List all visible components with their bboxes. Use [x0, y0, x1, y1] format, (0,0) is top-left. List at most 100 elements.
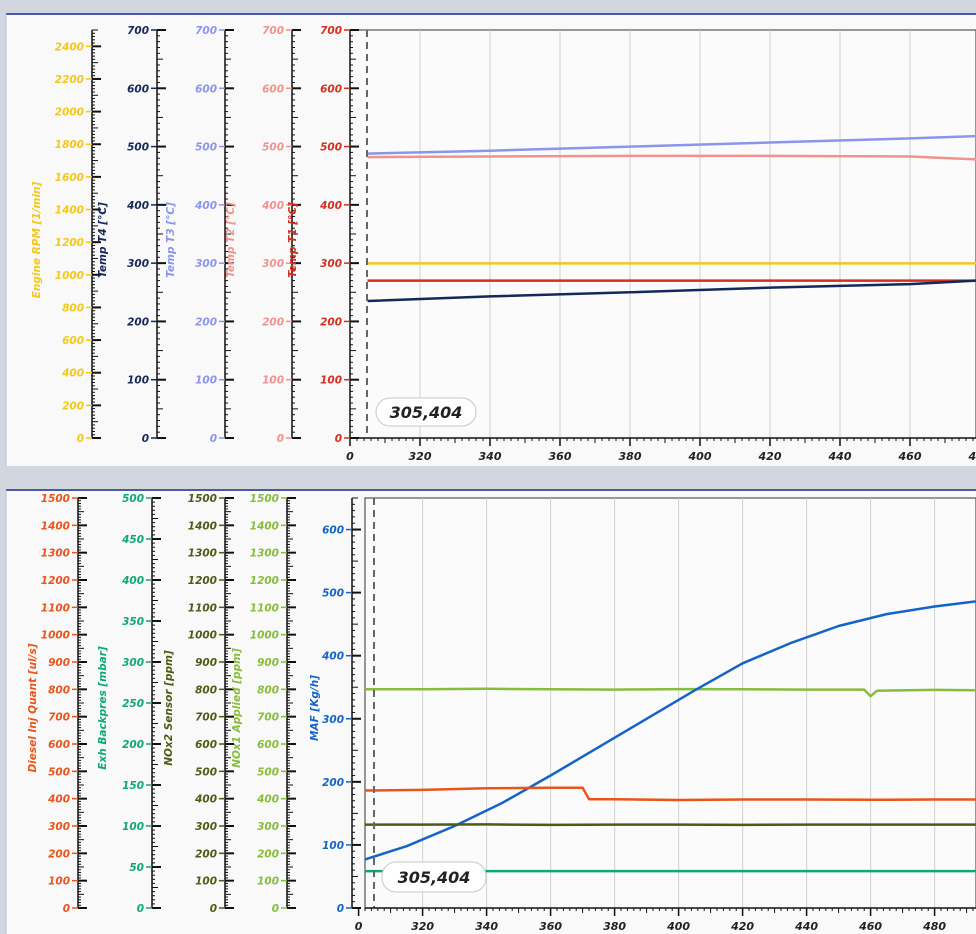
bottom-y-tick-label: 1200	[250, 575, 279, 587]
bottom-y-tick-label: 100	[48, 876, 70, 888]
bottom-y-tick-label: 700	[257, 712, 279, 724]
bottom-y-tick-label: 1300	[188, 548, 217, 560]
bottom-x-tick-label: 480	[922, 920, 946, 933]
bottom-y-tick-label: 400	[194, 794, 217, 806]
top-x-tick-label: 360	[549, 450, 572, 463]
bottom-y-tick-label: 200	[322, 777, 344, 789]
top-x-tick-label: 440	[828, 450, 852, 463]
top-y-tick-label: 600	[195, 83, 217, 95]
bottom-y-tick-label: 1400	[250, 520, 279, 532]
bottom-cursor-label-box[interactable]	[381, 861, 487, 893]
bottom-y-tick-label: 300	[48, 821, 70, 833]
top-y-axis-title: Temp T3 [°C]	[165, 202, 177, 278]
bottom-y-tick-label: 1500	[250, 493, 279, 505]
bottom-y-tick-label: 200	[122, 739, 144, 751]
top-y-axis-t1: 0 100 200 300 400 500 600 700 Temp T1 [°C]	[287, 25, 359, 445]
top-cursor-label: 305,404	[390, 403, 463, 422]
bottom-y-tick-label: 400	[121, 575, 144, 587]
top-x-tick-label: 480	[968, 450, 976, 463]
top-y-axis-t4: 0 100 200 300 400 500 600 700 Temp T4 [°C]	[97, 25, 166, 445]
top-y-tick-label: 200	[195, 316, 217, 328]
bottom-y-tick-label: 600	[48, 739, 70, 751]
top-y-tick-label: 200	[62, 400, 84, 412]
bottom-x-tick-label: 440	[794, 920, 818, 933]
bottom-y-tick-label: 500	[48, 766, 70, 778]
bottom-series-diesel	[364, 786, 976, 802]
bottom-y-tick-label: 0	[210, 903, 217, 915]
bottom-y-tick-label: 1500	[41, 493, 70, 505]
bottom-y-tick-label: 250	[122, 698, 144, 710]
bottom-y-tick-label: 0	[272, 903, 279, 915]
bottom-y-tick-label: 1000	[188, 630, 217, 642]
bottom-y-tick-label: 900	[257, 657, 279, 669]
bottom-x-tick-label: 460	[858, 920, 882, 933]
top-y-tick-label: 500	[195, 142, 217, 154]
top-y-tick-label: 1600	[55, 172, 84, 184]
top-y-tick-label: 600	[62, 335, 84, 347]
top-y-tick-label: 600	[127, 83, 149, 95]
bottom-y-tick-label: 1200	[188, 575, 217, 587]
bottom-y-tick-label: 300	[257, 821, 279, 833]
bottom-y-tick-label: 500	[257, 766, 279, 778]
top-series-t4	[367, 279, 976, 303]
top-y-tick-label: 200	[262, 316, 284, 328]
top-y-axis-title: Engine RPM [1/min]	[31, 181, 43, 298]
top-y-tick-label: 600	[320, 83, 342, 95]
top-y-tick-label: 2400	[55, 41, 84, 53]
bottom-series-nox2	[365, 823, 976, 827]
bottom-y-tick-label: 400	[47, 794, 70, 806]
top-y-tick-label: 0	[142, 433, 149, 445]
top-chart-panel: 305,404 0 320 340 360 380 400 420 440 460 480 0 200 4…	[5, 13, 976, 466]
top-y-tick-label: 0	[210, 433, 217, 445]
top-y-tick-label: 1800	[55, 139, 84, 151]
top-x-tick-label: 420	[758, 450, 782, 463]
top-y-tick-label: 0	[77, 433, 84, 445]
top-x-tick-label: 340	[479, 450, 502, 463]
bottom-y-tick-label: 1100	[250, 602, 279, 614]
bottom-y-tick-label: 800	[48, 684, 70, 696]
bottom-y-axis-nox1: 0 100 200 300 400 500 600 700 800 900 1000 1100 1200…	[231, 493, 296, 915]
bottom-y-tick-label: 1000	[250, 630, 279, 642]
bottom-y-axis-title: NOx1 Applied [ppm]	[231, 648, 243, 768]
bottom-x-tick-label: 400	[666, 920, 690, 933]
top-y-tick-label: 500	[262, 142, 284, 154]
bottom-x-tick-label: 340	[475, 920, 498, 933]
top-y-tick-label: 1400	[55, 205, 84, 217]
bottom-y-tick-label: 800	[257, 684, 279, 696]
bottom-y-tick-label: 1100	[188, 602, 217, 614]
bottom-y-tick-label: 1200	[41, 575, 70, 587]
top-y-axis-title: Temp T2 [°C]	[225, 202, 237, 278]
top-y-tick-label: 400	[319, 200, 342, 212]
top-y-tick-label: 200	[127, 316, 149, 328]
bottom-y-tick-label: 350	[122, 616, 144, 628]
top-x-tick-label: 460	[898, 450, 922, 463]
bottom-x-axis: 0 320 340 360 380 400 420 440 460 480	[355, 907, 976, 933]
bottom-y-tick-label: 500	[322, 588, 344, 600]
top-plot-area[interactable]: 305,404	[349, 29, 976, 439]
top-plot-frame	[349, 29, 976, 439]
top-cursor-label-box[interactable]	[375, 397, 477, 427]
bottom-plot-area[interactable]: 305,404	[364, 497, 976, 909]
top-y-axis-t2: 0 100 200 300 400 500 600 700 Temp T2 [°C]	[225, 25, 301, 445]
top-y-tick-label: 300	[320, 258, 342, 270]
bottom-y-tick-label: 1300	[41, 548, 70, 560]
top-y-axis-t3: 0 100 200 300 400 500 600 700 Temp T3 [°C]	[165, 25, 234, 445]
top-y-tick-label: 600	[262, 83, 284, 95]
top-y-axis-title: Temp T4 [°C]	[97, 202, 109, 278]
top-y-tick-label: 700	[320, 25, 342, 37]
bottom-y-tick-label: 450	[121, 534, 144, 546]
top-y-tick-label: 500	[127, 142, 149, 154]
bottom-y-tick-label: 1400	[188, 520, 217, 532]
bottom-y-axis-exh: 0 50 100 150 200 250 300 350 400 450 500 Exh Backpr…	[97, 493, 161, 915]
bottom-x-tick-label: 360	[539, 920, 562, 933]
top-x-tick-label: 0	[346, 450, 354, 463]
bottom-y-tick-label: 1100	[41, 602, 70, 614]
top-y-tick-label: 200	[320, 316, 342, 328]
bottom-y-tick-label: 900	[195, 657, 217, 669]
top-y-tick-label: 300	[127, 258, 149, 270]
bottom-y-tick-label: 1500	[188, 493, 217, 505]
top-x-axis: 0 320 340 360 380 400 420 440 460 480	[346, 437, 976, 463]
top-y-tick-label: 800	[62, 302, 84, 314]
bottom-y-axis-title: MAF [Kg/h]	[309, 675, 321, 741]
bottom-y-tick-label: 1400	[41, 520, 70, 532]
